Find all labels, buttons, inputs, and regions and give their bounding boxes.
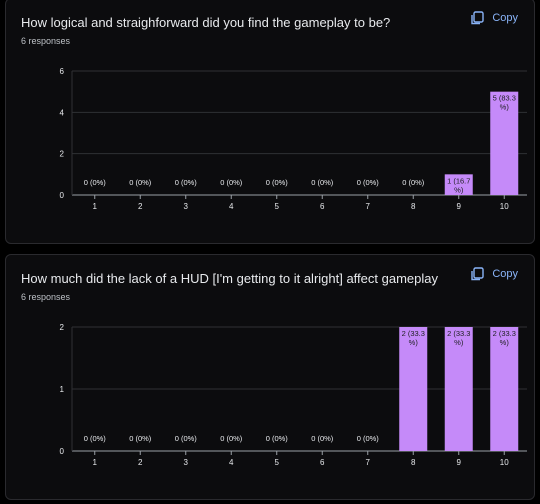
- x-tick-label: 9: [457, 202, 462, 211]
- x-tick-label: 4: [229, 458, 234, 467]
- x-tick-label: 7: [366, 458, 371, 467]
- x-tick-label: 8: [411, 458, 416, 467]
- data-label: 0 (0%): [311, 178, 334, 187]
- data-label: 5 (83.3: [493, 94, 516, 103]
- response-count: 6 responses: [21, 36, 71, 46]
- data-label: 0 (0%): [175, 434, 198, 443]
- x-tick-label: 6: [320, 202, 325, 211]
- data-label: 0 (0%): [266, 178, 289, 187]
- data-label: 1 (16.7: [447, 176, 470, 185]
- y-tick-label: 1: [60, 385, 65, 394]
- x-tick-label: 8: [411, 202, 416, 211]
- y-tick-label: 0: [60, 191, 65, 200]
- x-tick-label: 10: [500, 202, 509, 211]
- copy-label: Copy: [492, 268, 518, 280]
- data-label: 0 (0%): [266, 434, 289, 443]
- question-card-1: How logical and straighforward did you f…: [5, 0, 535, 244]
- x-tick-label: 2: [138, 458, 143, 467]
- question-card-2: How much did the lack of a HUD [I'm gett…: [5, 254, 535, 500]
- y-tick-label: 6: [60, 67, 65, 76]
- copy-button[interactable]: Copy: [470, 267, 518, 281]
- x-tick-label: 3: [184, 458, 189, 467]
- data-label: 0 (0%): [129, 178, 152, 187]
- x-tick-label: 6: [320, 458, 325, 467]
- bar-chart: 0 1 2 1 0 (0%) 2 0 (0%) 3 0 (0%) 4 0 (0%) 5 0 (0%) 6 0…: [60, 323, 527, 467]
- x-tick-label: 10: [500, 458, 509, 467]
- data-label: 0 (0%): [311, 434, 334, 443]
- data-label: %): [500, 338, 510, 347]
- data-label: 0 (0%): [84, 434, 107, 443]
- copy-icon: [471, 11, 485, 25]
- data-label: 0 (0%): [84, 178, 107, 187]
- x-tick-label: 3: [184, 202, 189, 211]
- response-count: 6 responses: [21, 292, 71, 302]
- data-label: 2 (33.3: [447, 329, 470, 338]
- bar: [490, 91, 519, 195]
- x-tick-label: 5: [275, 458, 280, 467]
- data-label: %): [500, 103, 510, 112]
- data-label: 2 (33.3: [402, 329, 425, 338]
- data-label: 0 (0%): [129, 434, 152, 443]
- x-tick-label: 7: [366, 202, 371, 211]
- question-title: How much did the lack of a HUD [I'm gett…: [21, 271, 438, 286]
- data-label: 0 (0%): [402, 178, 425, 187]
- bar-chart: 0 2 4 6 1 0 (0%) 2 0 (0%) 3 0 (0%) 4 0 (0%) 5 0 (0%) 6…: [60, 67, 527, 211]
- bar: [444, 174, 473, 195]
- y-tick-label: 0: [60, 447, 65, 456]
- data-label: %): [409, 338, 419, 347]
- data-label: 2 (33.3: [493, 329, 516, 338]
- data-label: 0 (0%): [175, 178, 198, 187]
- bar: [399, 327, 428, 451]
- data-label: 0 (0%): [357, 434, 380, 443]
- question-title: How logical and straighforward did you f…: [21, 15, 391, 30]
- data-label: 0 (0%): [220, 434, 243, 443]
- x-tick-label: 2: [138, 202, 143, 211]
- copy-icon: [471, 267, 485, 281]
- data-label: 0 (0%): [220, 178, 243, 187]
- y-tick-label: 2: [60, 323, 65, 332]
- bar: [444, 327, 473, 451]
- y-tick-label: 2: [60, 150, 65, 159]
- x-tick-label: 4: [229, 202, 234, 211]
- x-tick-label: 1: [93, 202, 98, 211]
- x-tick-label: 5: [275, 202, 280, 211]
- bar: [490, 327, 519, 451]
- copy-label: Copy: [492, 12, 518, 24]
- y-tick-label: 4: [60, 108, 65, 117]
- copy-button[interactable]: Copy: [470, 11, 518, 25]
- data-label: %): [454, 338, 464, 347]
- x-tick-label: 1: [93, 458, 98, 467]
- data-label: 0 (0%): [357, 178, 380, 187]
- x-tick-label: 9: [457, 458, 462, 467]
- data-label: %): [454, 185, 464, 194]
